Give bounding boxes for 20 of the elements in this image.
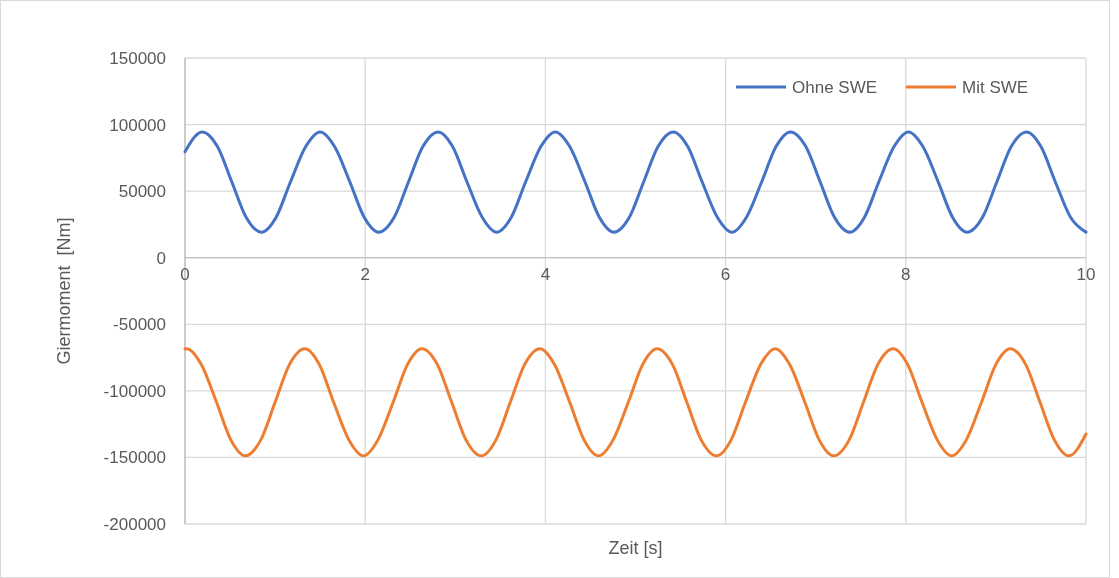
y-tick-label: 150000 <box>109 48 166 68</box>
x-tick-label: 10 <box>1076 264 1096 284</box>
legend-label: Ohne SWE <box>792 77 878 97</box>
legend-label: Mit SWE <box>962 77 1029 97</box>
y-tick-label: -150000 <box>103 448 166 468</box>
y-tick-label: 100000 <box>109 115 166 135</box>
x-tick-label: 8 <box>901 264 911 284</box>
line-series <box>183 130 1088 234</box>
x-tick-label: 2 <box>360 264 370 284</box>
y-tick-label: -50000 <box>113 315 166 335</box>
x-tick-label: 6 <box>720 264 731 284</box>
x-axis-title: Zeit [s] <box>608 538 663 558</box>
y-tick-label: -200000 <box>103 514 166 534</box>
y-tick-label: 50000 <box>118 182 166 202</box>
y-axis-title: Giermoment [Nm] <box>54 217 74 365</box>
y-tick-label: -100000 <box>103 381 166 401</box>
x-tick-label: 4 <box>540 264 551 284</box>
line-series <box>183 347 1088 458</box>
x-tick-label: 0 <box>180 264 190 284</box>
y-tick-label: 0 <box>156 248 166 268</box>
